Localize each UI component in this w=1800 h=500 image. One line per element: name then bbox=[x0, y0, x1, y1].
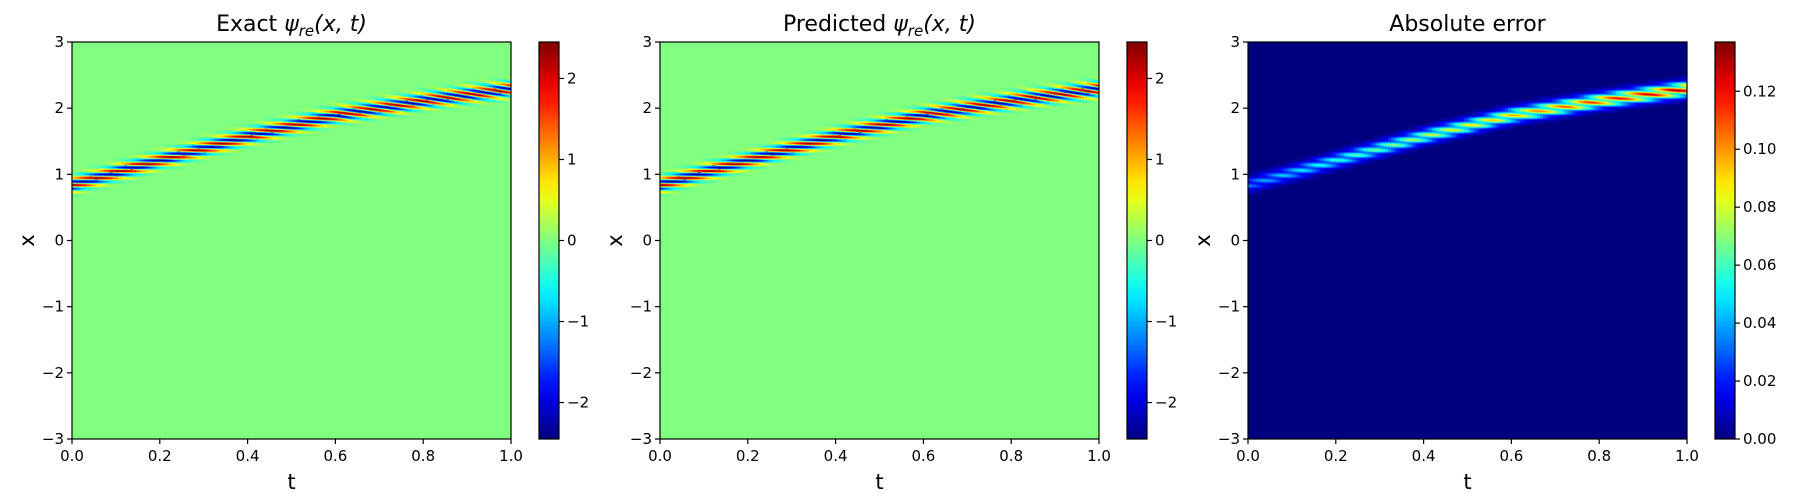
x-tick-label: 0.4 bbox=[1412, 447, 1436, 465]
panel-2: 0.0 0.2 0.4 0.6 0.8 1.0 −3 −2 −1 0 1 2 3 t x Predicted … bbox=[603, 12, 1177, 494]
colorbar-tick-label: 0.00 bbox=[1743, 430, 1776, 448]
x-tick-label: 0.4 bbox=[824, 447, 848, 465]
y-tick-label: 2 bbox=[642, 99, 652, 117]
colorbar-tick-label: 2 bbox=[567, 69, 577, 87]
colorbar-tick-label: 0.04 bbox=[1743, 314, 1776, 332]
y-axis-label: x bbox=[1191, 234, 1215, 246]
panel-title: Exact ψre(x, t) bbox=[216, 12, 367, 40]
x-axis-label: t bbox=[875, 470, 883, 494]
x-tick-label: 0.2 bbox=[1324, 447, 1348, 465]
y-tick-label: 0 bbox=[54, 232, 64, 250]
y-tick-label: −2 bbox=[630, 364, 652, 382]
colorbar-tick-label: 0.10 bbox=[1743, 140, 1776, 158]
panel-3: 0.0 0.2 0.4 0.6 0.8 1.0 −3 −2 −1 0 1 2 3 t x Absolute e… bbox=[1191, 12, 1776, 494]
colorbar-tick-label: 0 bbox=[1155, 232, 1165, 250]
colorbar-tick-label: 0 bbox=[567, 232, 577, 250]
colorbar-tick-label: 2 bbox=[1155, 69, 1165, 87]
x-tick-label: 0.4 bbox=[236, 447, 260, 465]
colorbar-tick-label: 0.12 bbox=[1743, 82, 1776, 100]
x-axis-label: t bbox=[287, 470, 295, 494]
y-tick-label: −2 bbox=[42, 364, 64, 382]
y-tick-label: 3 bbox=[1230, 33, 1240, 51]
x-tick-label: 0.2 bbox=[148, 447, 172, 465]
x-tick-label: 0.0 bbox=[1236, 447, 1260, 465]
x-axis-label: t bbox=[1463, 470, 1471, 494]
x-tick-label: 0.8 bbox=[999, 447, 1023, 465]
y-tick-label: −1 bbox=[1218, 298, 1240, 316]
y-tick-label: 2 bbox=[1230, 99, 1240, 117]
x-tick-label: 1.0 bbox=[1087, 447, 1111, 465]
heatmap-field bbox=[72, 75, 511, 198]
x-tick-label: 0.6 bbox=[323, 447, 347, 465]
colorbar-tick-label: −2 bbox=[1155, 394, 1177, 412]
y-tick-label: −1 bbox=[630, 298, 652, 316]
y-axis-label: x bbox=[15, 234, 39, 246]
y-tick-label: −3 bbox=[1218, 430, 1240, 448]
colorbar-tick-label: 0.08 bbox=[1743, 198, 1776, 216]
colorbar-tick-label: 1 bbox=[1155, 150, 1165, 168]
colorbar-tick-label: −1 bbox=[567, 313, 589, 331]
colorbar: −2 −1 0 1 2 bbox=[1126, 41, 1177, 440]
colorbar: 0.00 0.02 0.04 0.06 0.08 0.10 0.12 bbox=[1714, 41, 1776, 448]
y-tick-label: 0 bbox=[642, 232, 652, 250]
colorbar-tick-label: 0.02 bbox=[1743, 372, 1776, 390]
heatmap-field bbox=[660, 75, 1099, 198]
x-tick-label: 0.8 bbox=[1587, 447, 1611, 465]
x-tick-label: 0.8 bbox=[411, 447, 435, 465]
colorbar-gradient bbox=[539, 42, 559, 439]
x-tick-label: 0.6 bbox=[1499, 447, 1523, 465]
y-tick-label: 0 bbox=[1230, 232, 1240, 250]
colorbar-gradient bbox=[1715, 42, 1735, 439]
colorbar-gradient bbox=[1127, 42, 1147, 439]
x-tick-label: 1.0 bbox=[1675, 447, 1699, 465]
x-tick-label: 1.0 bbox=[499, 447, 523, 465]
y-tick-label: −3 bbox=[42, 430, 64, 448]
heatmap-field bbox=[1248, 74, 1687, 195]
y-tick-label: −2 bbox=[1218, 364, 1240, 382]
x-tick-label: 0.6 bbox=[911, 447, 935, 465]
y-tick-label: 1 bbox=[642, 165, 652, 183]
colorbar-tick-label: 0.06 bbox=[1743, 256, 1776, 274]
panel-1: 0.0 0.2 0.4 0.6 0.8 1.0 −3 −2 −1 0 1 2 3 t x Exact ψre(… bbox=[15, 12, 589, 494]
y-tick-label: −1 bbox=[42, 298, 64, 316]
x-tick-label: 0.2 bbox=[736, 447, 760, 465]
panel-title: Predicted ψre(x, t) bbox=[783, 12, 976, 40]
colorbar-tick-label: 1 bbox=[567, 150, 577, 168]
y-tick-label: 1 bbox=[54, 165, 64, 183]
colorbar-tick-label: −1 bbox=[1155, 313, 1177, 331]
y-tick-label: 2 bbox=[54, 99, 64, 117]
y-axis-label: x bbox=[603, 234, 627, 246]
y-tick-label: 1 bbox=[1230, 165, 1240, 183]
y-tick-label: 3 bbox=[642, 33, 652, 51]
panel-title: Absolute error bbox=[1389, 12, 1546, 37]
colorbar-frame bbox=[1714, 41, 1736, 440]
y-tick-label: 3 bbox=[54, 33, 64, 51]
y-tick-label: −3 bbox=[630, 430, 652, 448]
colorbar-tick-label: −2 bbox=[567, 394, 589, 412]
x-tick-label: 0.0 bbox=[60, 447, 84, 465]
x-tick-label: 0.0 bbox=[648, 447, 672, 465]
colorbar: −2 −1 0 1 2 bbox=[538, 41, 589, 440]
